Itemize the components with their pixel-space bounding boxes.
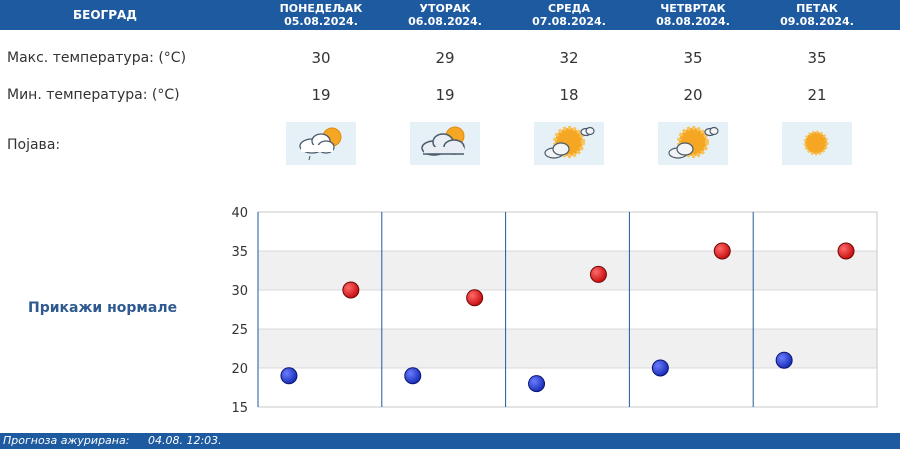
day-date: 05.08.2024. (284, 15, 358, 28)
day-header-5: ПЕТАК 09.08.2024. (755, 2, 879, 28)
min-temp-day-1: 19 (311, 86, 331, 104)
min-temp-point (404, 367, 422, 385)
min-temp-point (775, 351, 793, 369)
y-tick-label: 30 (231, 284, 248, 299)
y-tick-label: 25 (231, 323, 248, 338)
max-temp-point (837, 242, 855, 260)
plot-frame (257, 211, 878, 408)
day-date: 07.08.2024. (532, 15, 606, 28)
min-temp-point (651, 359, 669, 377)
footer-label: Прогноза ажурирана: (3, 434, 130, 447)
forecast-header: БЕОГРАД ПОНЕДЕЉАК 05.08.2024. УТОРАК 06.08… (0, 0, 900, 30)
min-temp-label: Мин. температура: (°C) (7, 87, 180, 103)
min-temp-day-2: 19 (435, 86, 455, 104)
max-temp-point (342, 281, 360, 299)
y-tick-label: 35 (231, 245, 248, 260)
max-temp-point (589, 265, 607, 283)
cloudy-sun-icon (410, 122, 480, 165)
min-temp-day-5: 21 (807, 86, 827, 104)
day-date: 08.08.2024. (656, 15, 730, 28)
show-normals-link[interactable]: Прикажи нормале (28, 300, 178, 316)
sun-cloud-icon (658, 122, 728, 165)
day-header-2: УТОРАК 06.08.2024. (383, 2, 507, 28)
max-temp-label: Макс. температура: (°C) (7, 50, 187, 66)
y-tick-label: 20 (231, 362, 248, 377)
min-temp-point (280, 367, 298, 385)
day-date: 06.08.2024. (408, 15, 482, 28)
max-temp-point (466, 289, 484, 307)
grid-band (258, 251, 877, 290)
max-temp-point (713, 242, 731, 260)
max-temp-day-5: 35 (807, 49, 827, 67)
max-temp-day-2: 29 (435, 49, 455, 67)
day-name: ПОНЕДЕЉАК (279, 2, 363, 15)
day-header-3: СРЕДА 07.08.2024. (507, 2, 631, 28)
max-temp-day-1: 30 (311, 49, 331, 67)
min-temp-day-4: 20 (683, 86, 703, 104)
day-header-4: ЧЕТВРТАК 08.08.2024. (631, 2, 755, 28)
day-date: 09.08.2024. (780, 15, 854, 28)
day-header-1: ПОНЕДЕЉАК 05.08.2024. (259, 2, 383, 28)
max-temp-day-3: 32 (559, 49, 579, 67)
phenomenon-label: Појава: (7, 137, 61, 153)
min-temp-day-3: 18 (559, 86, 579, 104)
sun-cloud-icon (534, 122, 604, 165)
max-temp-day-4: 35 (683, 49, 703, 67)
footer-updated-time: 04.08. 12:03. (148, 434, 222, 447)
y-tick-label: 40 (231, 206, 248, 221)
cloudy-sun-drizzle-icon (286, 122, 356, 165)
day-name: СРЕДА (548, 2, 590, 15)
min-temp-point (528, 375, 546, 393)
day-name: УТОРАК (419, 2, 471, 15)
y-tick-label: 15 (231, 401, 248, 416)
sun-icon (782, 122, 852, 165)
grid-band (258, 329, 877, 368)
day-name: ПЕТАК (796, 2, 838, 15)
city-name: БЕОГРАД (73, 8, 137, 22)
footer-bar: Прогноза ажурирана: 04.08. 12:03. (0, 433, 900, 449)
day-name: ЧЕТВРТАК (660, 2, 726, 15)
